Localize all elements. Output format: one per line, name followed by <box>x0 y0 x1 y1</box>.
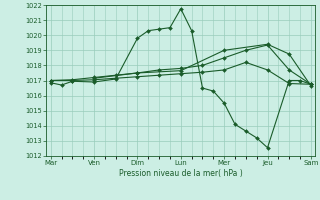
X-axis label: Pression niveau de la mer( hPa ): Pression niveau de la mer( hPa ) <box>119 169 243 178</box>
